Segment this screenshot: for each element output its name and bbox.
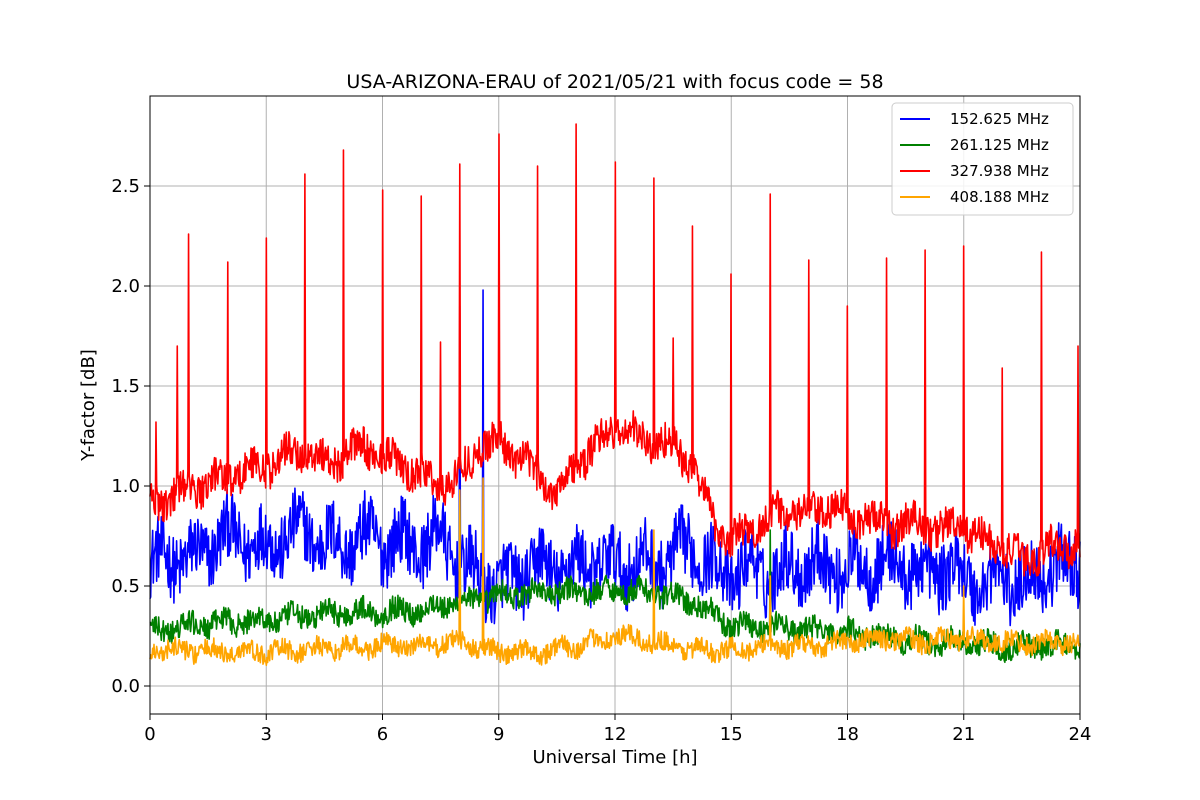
x-tick-label: 18 xyxy=(836,724,859,745)
y-tick-label: 2.5 xyxy=(111,176,140,197)
y-tick-label: 1.0 xyxy=(111,476,140,497)
x-tick-label: 24 xyxy=(1069,724,1092,745)
x-tick-label: 0 xyxy=(144,724,155,745)
x-tick-label: 9 xyxy=(493,724,504,745)
legend-label: 408.188 MHz xyxy=(950,188,1049,206)
x-axis-ticks: 0 3 6 9 12 15 18 21 24 xyxy=(144,714,1091,745)
x-tick-label: 12 xyxy=(604,724,627,745)
y-tick-label: 1.5 xyxy=(111,376,140,397)
legend-label: 152.625 MHz xyxy=(950,110,1049,128)
series-line-2 xyxy=(149,123,1081,577)
y-tick-label: 0.0 xyxy=(111,676,140,697)
series-line-0 xyxy=(149,289,1081,627)
legend: 152.625 MHz 261.125 MHz 327.938 MHz 408.188… xyxy=(891,102,1074,216)
chart-title: USA-ARIZONA-ERAU of 2021/05/21 with focu… xyxy=(346,71,883,93)
series-line-3 xyxy=(149,477,1081,667)
x-axis-label: Universal Time [h] xyxy=(532,747,697,768)
y-tick-label: 0.5 xyxy=(111,576,140,597)
y-tick-label: 2.0 xyxy=(111,276,140,297)
x-tick-label: 6 xyxy=(377,724,388,745)
x-tick-label: 3 xyxy=(261,724,272,745)
y-axis-ticks: 0.0 0.5 1.0 1.5 2.0 2.5 xyxy=(111,176,150,697)
legend-box xyxy=(891,102,1074,216)
legend-label: 327.938 MHz xyxy=(950,162,1049,180)
series-line-1 xyxy=(149,495,1081,664)
series-lines xyxy=(149,123,1081,667)
x-tick-label: 15 xyxy=(720,724,743,745)
x-tick-label: 21 xyxy=(952,724,975,745)
y-axis-label: Y-factor [dB] xyxy=(78,349,99,462)
legend-label: 261.125 MHz xyxy=(950,136,1049,154)
